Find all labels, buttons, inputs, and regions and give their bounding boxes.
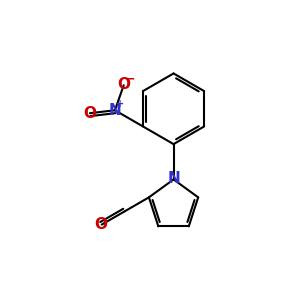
- Text: −: −: [125, 72, 136, 85]
- Text: O: O: [83, 106, 96, 121]
- Text: N: N: [109, 103, 121, 118]
- Text: O: O: [117, 77, 130, 92]
- Text: +: +: [116, 99, 124, 109]
- Text: O: O: [94, 217, 108, 232]
- Text: N: N: [167, 171, 180, 186]
